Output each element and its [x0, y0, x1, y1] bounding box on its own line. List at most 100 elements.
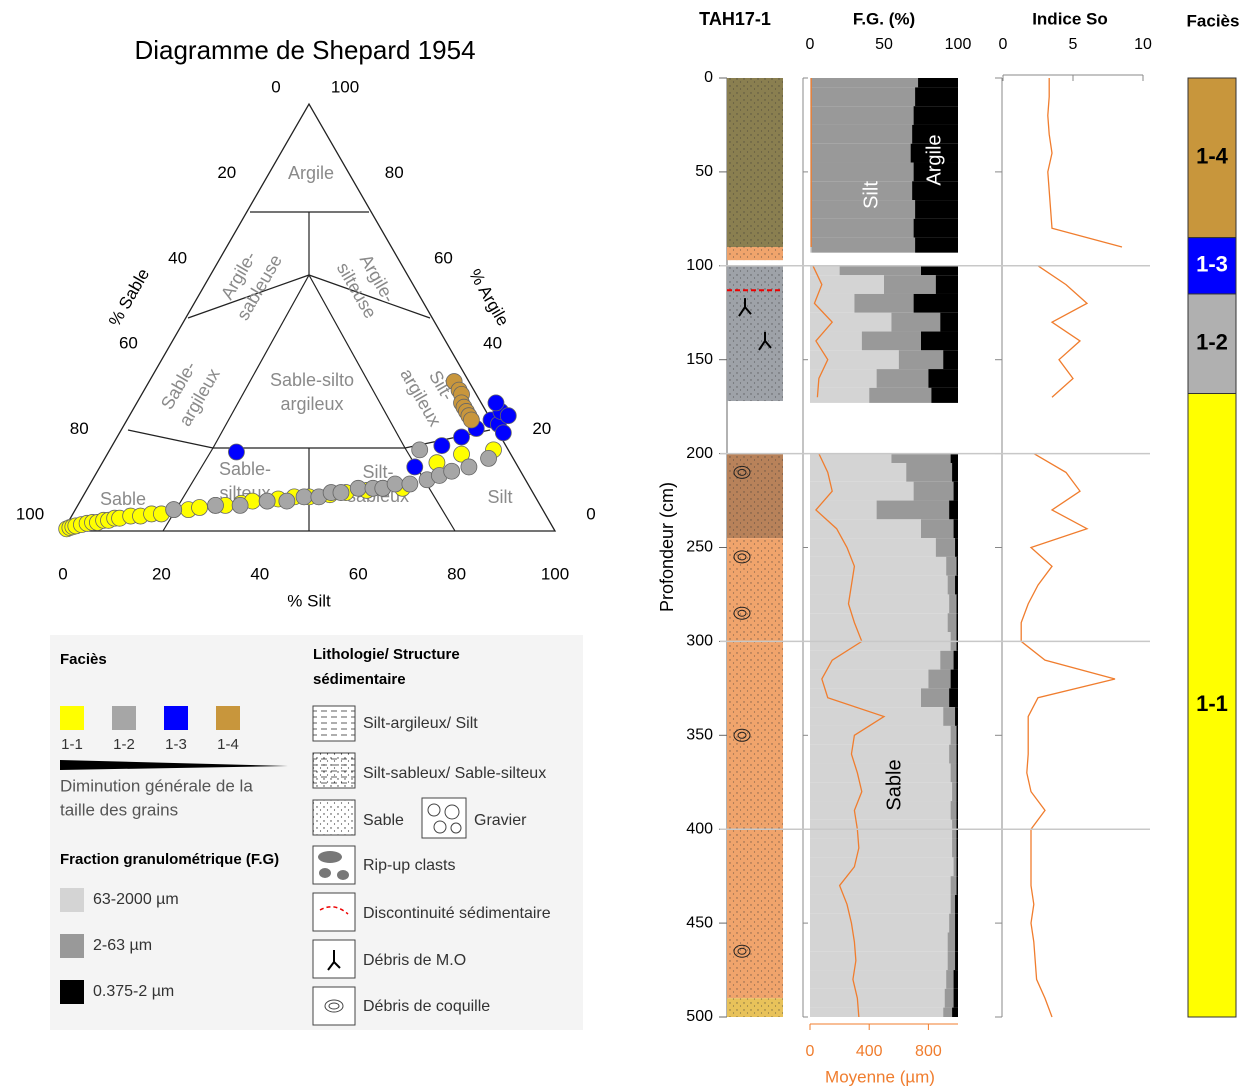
- legend-label: 1-1: [61, 736, 83, 753]
- right-tick-label: 0: [586, 504, 595, 523]
- sample-point: [499, 407, 517, 425]
- fraction-segment: [810, 932, 948, 952]
- fraction-segment: [956, 594, 958, 614]
- fraction-segment: [915, 87, 958, 107]
- y-tick-label: 300: [686, 633, 713, 650]
- sample-point: [401, 475, 419, 493]
- fraction-segment: [810, 331, 862, 351]
- sample-point: [453, 445, 470, 463]
- shell: [737, 553, 747, 561]
- sample-point: [443, 462, 461, 480]
- fraction-annotation: Argile: [923, 134, 945, 185]
- fraction-segment: [906, 462, 953, 482]
- fraction-segment: [943, 350, 958, 370]
- legend-label: 2-63 µm: [93, 937, 152, 954]
- fraction-segment: [810, 613, 948, 633]
- fraction-segment: [810, 669, 929, 689]
- legend-label: 1-3: [165, 736, 187, 753]
- so-tick-label: 0: [999, 36, 1008, 53]
- sample-point: [406, 458, 424, 476]
- facies-label: 1-1: [1196, 691, 1228, 716]
- fraction-segment: [912, 124, 958, 144]
- facies-interval: [1187, 393, 1237, 1018]
- fraction-segment: [952, 782, 957, 802]
- fraction-segment: [810, 481, 914, 501]
- fraction-segment: [810, 312, 892, 332]
- fraction-segment: [950, 894, 956, 914]
- shell-symbol: [324, 999, 344, 1013]
- fraction-segment: [947, 951, 956, 971]
- fraction-segment: [810, 500, 877, 520]
- class-boundary: [187, 274, 310, 319]
- region-label: argileux: [280, 394, 343, 414]
- fraction-segment: [940, 650, 954, 670]
- fraction-segment: [810, 453, 892, 463]
- litho-symbols: [312, 705, 467, 1026]
- organic-debris: [738, 298, 752, 317]
- fraction-segment: [947, 932, 956, 952]
- legend-label: Gravier: [474, 812, 527, 829]
- legend-title: Faciès: [60, 651, 107, 668]
- fraction-segment: [955, 951, 958, 971]
- sample-point: [411, 441, 429, 459]
- fg-tick-label: 50: [875, 36, 893, 53]
- symbol-fill: [312, 752, 356, 789]
- fraction-segment: [950, 453, 958, 463]
- legend-label: Silt-sableux/ Sable-silteux: [363, 765, 546, 782]
- gravel: [433, 820, 447, 834]
- x-axis-title: % Silt: [287, 591, 331, 610]
- y-axis-title: Profondeur (cm): [657, 482, 677, 612]
- shell: [733, 728, 751, 742]
- y-tick-label: 350: [686, 727, 713, 744]
- fraction-segment: [955, 575, 958, 595]
- mean-grain-size: [815, 453, 886, 1018]
- x-tick-label: 100: [541, 564, 569, 583]
- fraction-segment: [956, 725, 958, 745]
- fraction-segment: [956, 801, 958, 820]
- mean-tick-label: 800: [915, 1043, 942, 1060]
- fraction-segment: [956, 876, 958, 895]
- legend-label: 1-4: [217, 736, 239, 753]
- fraction-segment: [810, 988, 945, 1008]
- fraction-segment: [810, 265, 840, 276]
- legend-swatch: [60, 980, 84, 1004]
- y-tick-label: 250: [686, 539, 713, 556]
- fraction-segment: [810, 688, 921, 708]
- right-tick-label: 60: [434, 248, 453, 267]
- fraction-segment: [949, 594, 957, 614]
- legend-note: Diminution générale de la: [60, 776, 253, 795]
- sorting-index: [1037, 265, 1089, 398]
- fraction-segment: [950, 725, 957, 745]
- debris-symbol: [327, 950, 341, 971]
- sample-point: [480, 450, 497, 467]
- fraction-segment: [928, 369, 958, 388]
- fraction-segment: [950, 876, 957, 895]
- fraction-annotation: Sable: [883, 759, 905, 810]
- organic-debris: [758, 331, 772, 351]
- mean-tick-label: 400: [856, 1043, 883, 1060]
- clast: [318, 851, 342, 863]
- fraction-segment: [810, 744, 950, 764]
- y-tick-label: 150: [686, 351, 713, 368]
- facies-label: 1-4: [1196, 144, 1229, 169]
- mean-axis-title: Moyenne (µm): [825, 1067, 935, 1086]
- right-axis-title: % Argile: [465, 266, 513, 330]
- clast: [337, 870, 349, 880]
- y-tick-label: 100: [686, 257, 713, 274]
- fraction-segment: [810, 725, 951, 745]
- fraction-segment: [953, 970, 958, 989]
- fraction-segment: [876, 500, 950, 520]
- fraction-segment: [913, 162, 958, 182]
- lithology-texture: [727, 247, 783, 261]
- sample-point: [231, 496, 249, 514]
- symbol-fill: [312, 705, 356, 742]
- fraction-segment: [956, 613, 958, 633]
- mean-tick-label: 0: [806, 1043, 815, 1060]
- legend-label: 0.375-2 µm: [93, 983, 174, 1000]
- class-boundary: [308, 274, 406, 449]
- fraction-segment: [953, 650, 958, 670]
- fraction-segment: [811, 237, 916, 253]
- y-tick-label: 200: [686, 445, 713, 462]
- chart-title: Diagramme de Shepard 1954: [134, 35, 475, 65]
- fraction-segment: [953, 988, 958, 1008]
